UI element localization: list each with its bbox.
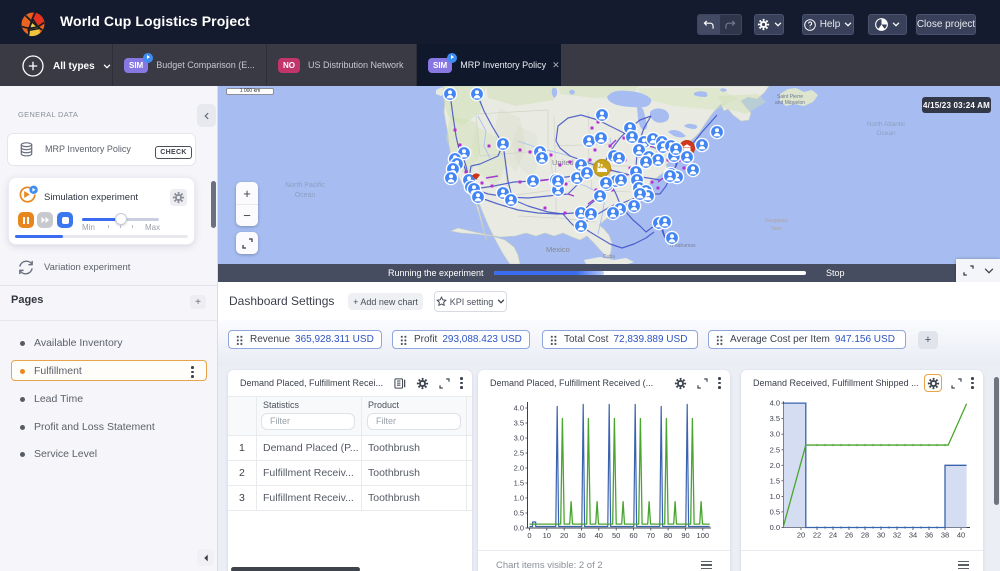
svg-text:38: 38 [941,531,949,540]
svg-text:32: 32 [893,531,901,540]
svg-text:3.5: 3.5 [514,419,524,428]
svg-text:4.0: 4.0 [770,399,780,408]
svg-text:rt Bahamas: rt Bahamas [670,243,696,249]
svg-text:Sargasso: Sargasso [764,218,787,224]
svg-text:40: 40 [957,531,965,540]
svg-text:Sea: Sea [771,226,782,232]
svg-text:100: 100 [697,531,710,540]
svg-text:Mexico: Mexico [546,245,570,254]
svg-text:and Miquelon: and Miquelon [775,100,805,106]
svg-text:70: 70 [647,531,655,540]
svg-text:80: 80 [664,531,672,540]
svg-text:1.0: 1.0 [514,494,524,503]
svg-text:10: 10 [543,531,551,540]
svg-text:1.5: 1.5 [770,476,780,485]
svg-text:North Atlantic: North Atlantic [867,121,906,128]
svg-text:26: 26 [845,531,853,540]
svg-text:20: 20 [797,531,805,540]
svg-text:4.0: 4.0 [514,404,524,413]
svg-text:28: 28 [861,531,869,540]
svg-text:0.5: 0.5 [514,509,524,518]
svg-text:40: 40 [595,531,603,540]
svg-text:60: 60 [629,531,637,540]
svg-text:2.5: 2.5 [514,449,524,458]
svg-text:0.5: 0.5 [770,507,780,516]
svg-text:2.5: 2.5 [770,445,780,454]
svg-text:1.5: 1.5 [514,479,524,488]
svg-text:North Pacific: North Pacific [285,182,325,189]
svg-text:Ocean: Ocean [295,192,316,199]
svg-text:20: 20 [560,531,568,540]
svg-text:90: 90 [681,531,689,540]
svg-text:36: 36 [925,531,933,540]
svg-text:34: 34 [909,531,917,540]
svg-text:2.0: 2.0 [514,464,524,473]
svg-text:0.0: 0.0 [514,524,524,533]
svg-text:30: 30 [577,531,585,540]
svg-text:Ocean: Ocean [876,130,896,137]
svg-text:30: 30 [877,531,885,540]
svg-text:Saint Pierre: Saint Pierre [777,94,803,100]
svg-text:3.0: 3.0 [770,430,780,439]
svg-text:0: 0 [527,531,531,540]
svg-text:0.0: 0.0 [770,523,780,532]
svg-text:2.0: 2.0 [770,461,780,470]
svg-text:Cuba: Cuba [603,254,615,260]
svg-text:22: 22 [813,531,821,540]
svg-text:50: 50 [612,531,620,540]
svg-text:3.5: 3.5 [770,414,780,423]
svg-text:3.0: 3.0 [514,434,524,443]
svg-text:1.0: 1.0 [770,492,780,501]
svg-text:24: 24 [829,531,837,540]
